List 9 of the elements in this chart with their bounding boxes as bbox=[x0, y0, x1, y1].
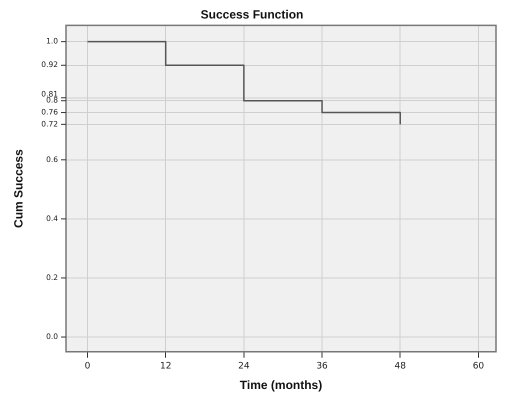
x-tick-label: 48 bbox=[394, 362, 406, 372]
y-axis-title: Cum Success bbox=[12, 148, 26, 228]
chart-title: Success Function bbox=[200, 8, 304, 22]
x-tick-label: 60 bbox=[472, 362, 484, 372]
x-tick-label: 36 bbox=[316, 362, 328, 372]
x-tick-label: 24 bbox=[238, 362, 250, 372]
x-tick-label: 0 bbox=[84, 362, 91, 372]
x-tick-label: 12 bbox=[160, 362, 172, 372]
x-axis-title: Time (months) bbox=[240, 378, 322, 392]
